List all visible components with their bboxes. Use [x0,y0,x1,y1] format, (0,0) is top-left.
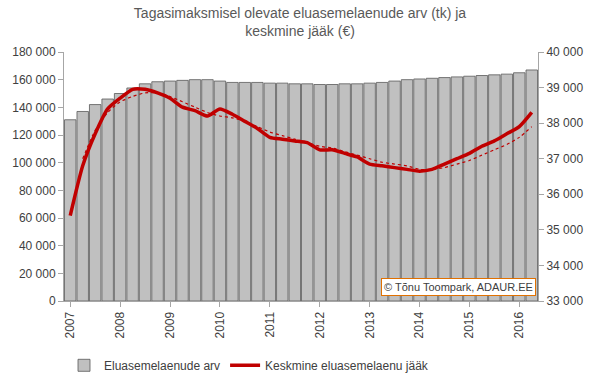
svg-text:0: 0 [49,294,56,308]
svg-text:140 000: 140 000 [12,101,56,115]
svg-text:2007: 2007 [63,311,77,338]
svg-text:100 000: 100 000 [12,156,56,170]
svg-text:40 000: 40 000 [19,239,56,253]
svg-text:2011: 2011 [263,311,277,337]
svg-text:2013: 2013 [363,311,377,338]
svg-text:2014: 2014 [412,311,426,338]
svg-text:120 000: 120 000 [12,128,56,142]
svg-text:20 000: 20 000 [19,267,56,281]
svg-text:2016: 2016 [512,311,526,338]
svg-text:39 000: 39 000 [546,81,583,95]
svg-text:35 000: 35 000 [546,223,583,237]
svg-text:33 000: 33 000 [546,294,583,308]
svg-text:2012: 2012 [313,311,327,338]
svg-text:40 000: 40 000 [546,45,583,59]
svg-text:180 000: 180 000 [12,45,56,59]
svg-text:37 000: 37 000 [546,152,583,166]
svg-text:2009: 2009 [163,311,177,338]
svg-text:2008: 2008 [113,311,127,338]
svg-text:© Tõnu Toompark, ADAUR.EE: © Tõnu Toompark, ADAUR.EE [384,281,533,293]
svg-text:80 000: 80 000 [19,184,56,198]
svg-text:36 000: 36 000 [546,187,583,201]
svg-text:Tagasimaksmisel olevate eluase: Tagasimaksmisel olevate eluasemelaenude … [134,5,466,39]
svg-text:2015: 2015 [462,311,476,338]
svg-text:2010: 2010 [213,311,227,338]
svg-text:160 000: 160 000 [12,73,56,87]
svg-text:Eluasemelaenude arv: Eluasemelaenude arv [104,359,220,373]
svg-text:Keskmine eluasemelaenu jääk: Keskmine eluasemelaenu jääk [265,359,429,373]
svg-text:60 000: 60 000 [19,211,56,225]
svg-text:34 000: 34 000 [546,259,583,273]
svg-text:38 000: 38 000 [546,116,583,130]
